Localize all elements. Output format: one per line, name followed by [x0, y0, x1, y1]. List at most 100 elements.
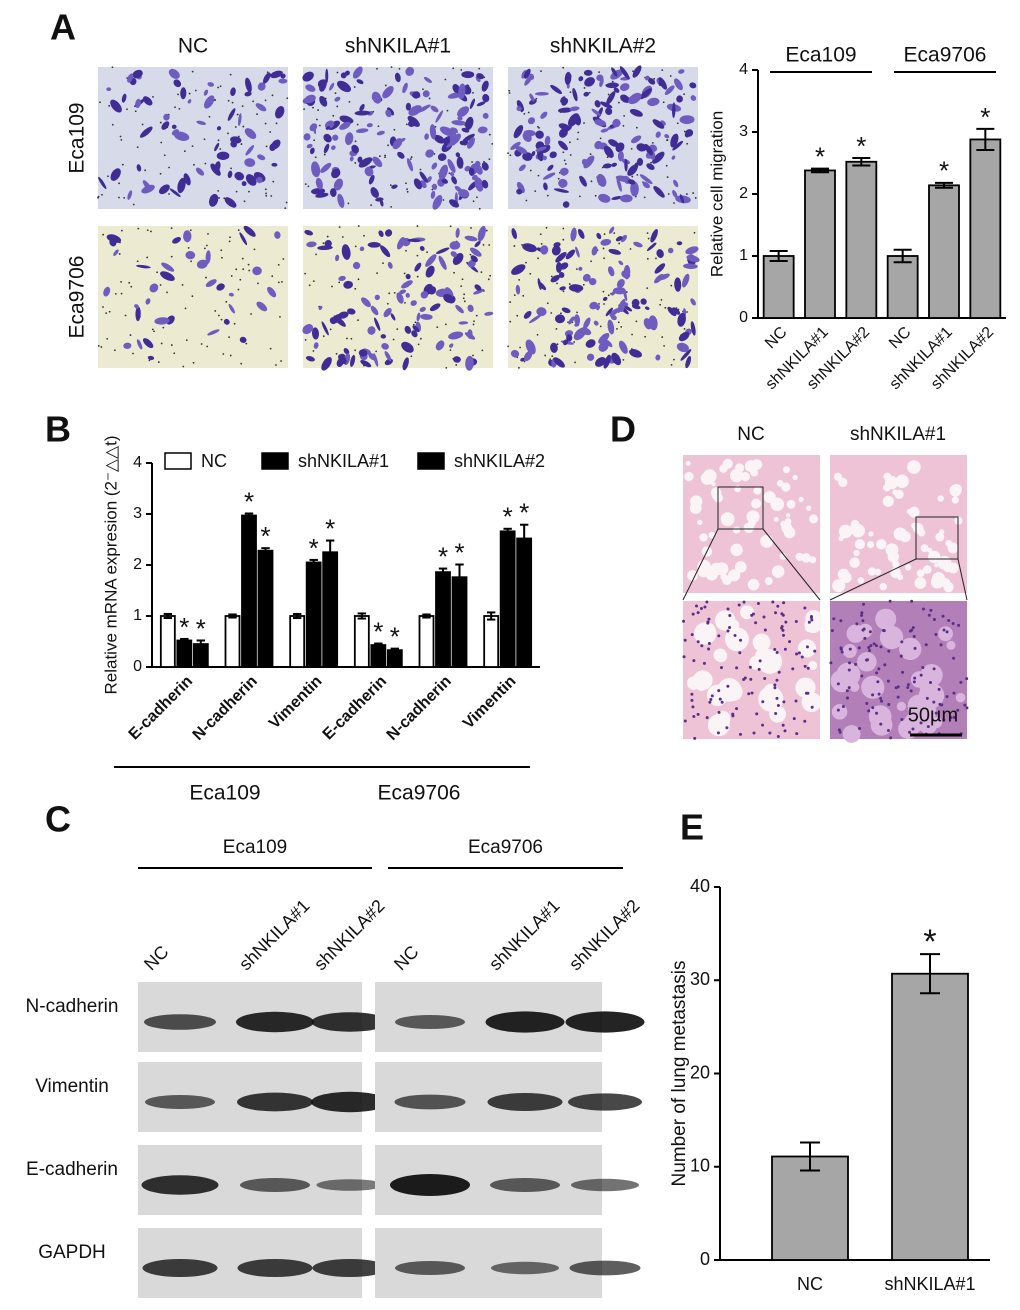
column-label: shNKILA#2	[550, 35, 656, 58]
cell	[654, 263, 666, 274]
cell	[578, 76, 584, 82]
speck	[594, 194, 597, 197]
alveolus	[849, 557, 860, 568]
cell	[617, 150, 624, 162]
nucleus	[781, 723, 785, 727]
cell	[214, 142, 220, 152]
nucleus	[860, 674, 864, 678]
speck	[599, 325, 602, 328]
group-label: Eca9706	[904, 44, 987, 67]
cell	[439, 126, 455, 137]
speck	[389, 184, 392, 187]
cell	[103, 286, 111, 297]
speck	[269, 131, 272, 133]
speck	[535, 97, 538, 100]
cell	[584, 77, 595, 87]
alveolus	[867, 567, 877, 576]
cell	[621, 270, 631, 279]
speck	[616, 327, 618, 330]
speck	[322, 242, 325, 245]
cell	[550, 84, 563, 95]
cell	[406, 158, 414, 172]
nucleus	[782, 700, 786, 704]
speck	[481, 349, 484, 352]
cell	[244, 158, 256, 167]
cell	[333, 178, 344, 191]
cell	[274, 231, 281, 239]
speck	[284, 207, 287, 210]
cell	[516, 100, 524, 112]
cell	[578, 266, 583, 271]
cell	[437, 153, 447, 161]
cell	[619, 305, 625, 312]
nucleus	[696, 712, 700, 716]
cell	[690, 321, 696, 336]
cell	[411, 330, 418, 338]
cell	[564, 71, 572, 85]
cell	[462, 133, 475, 142]
speck	[523, 360, 526, 363]
inset-line	[957, 558, 968, 601]
cell	[271, 162, 278, 167]
cell	[684, 131, 691, 138]
cell	[690, 298, 696, 306]
speck	[476, 196, 478, 199]
speck	[166, 291, 168, 294]
cell	[227, 108, 236, 121]
cell	[334, 96, 341, 102]
nucleus	[912, 680, 916, 684]
cell	[216, 126, 222, 131]
cell	[646, 242, 657, 252]
speck	[286, 97, 289, 100]
speck	[336, 105, 339, 108]
cell	[223, 318, 230, 325]
cell	[534, 91, 549, 96]
alveolus	[923, 565, 932, 574]
significance-mark: *	[373, 616, 383, 646]
cell	[558, 128, 568, 138]
alveolus	[882, 495, 894, 507]
cell	[481, 80, 489, 92]
speck	[622, 124, 625, 127]
alveolus	[883, 472, 892, 481]
cell	[620, 94, 630, 103]
cell	[368, 352, 377, 361]
speck	[304, 272, 307, 275]
bar	[435, 571, 451, 668]
cell	[141, 184, 155, 194]
cell	[331, 145, 336, 150]
cell	[513, 124, 524, 139]
cell	[163, 113, 170, 121]
cell	[467, 304, 474, 313]
speck	[159, 284, 162, 286]
cell	[600, 128, 609, 133]
speck	[562, 238, 565, 241]
cell	[606, 91, 616, 105]
cell	[611, 67, 618, 77]
legend-label: NC	[201, 451, 227, 471]
speck	[114, 293, 117, 295]
speck	[370, 204, 373, 207]
cell	[547, 164, 554, 171]
cell	[366, 123, 373, 128]
cell	[238, 113, 242, 127]
speck	[560, 312, 562, 315]
speck	[312, 350, 315, 352]
speck	[522, 294, 525, 297]
cell	[136, 164, 142, 172]
speck	[106, 337, 109, 340]
significance-mark: *	[503, 502, 513, 532]
speck	[113, 349, 116, 352]
cell	[425, 265, 435, 278]
cell	[569, 106, 580, 112]
bar	[257, 549, 274, 668]
nucleus	[839, 619, 843, 623]
cell	[384, 350, 392, 362]
nucleus	[877, 667, 881, 671]
speck	[583, 122, 585, 124]
speck	[170, 255, 173, 258]
speck	[449, 349, 452, 351]
cell	[429, 124, 437, 140]
speck	[266, 71, 269, 74]
nucleus	[876, 680, 880, 684]
